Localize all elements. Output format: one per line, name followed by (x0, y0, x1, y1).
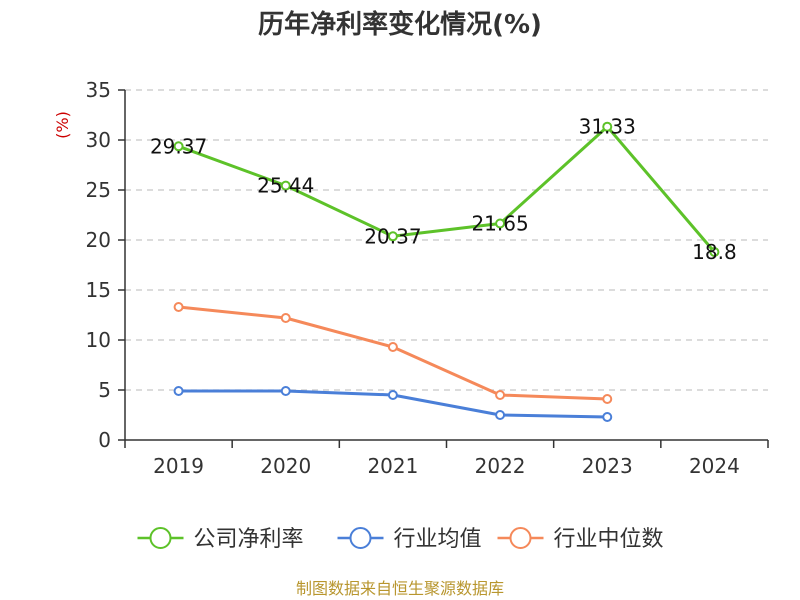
series-line-0 (177, 125, 716, 254)
data-label-2020: 25.44 (257, 174, 314, 198)
y-tick-label-30: 30 (86, 128, 111, 152)
series-0-point-2019 (173, 141, 184, 152)
data-label-2023: 31.33 (579, 115, 636, 139)
data-labels: 29.37 25.44 20.37 21.65 31.33 18.8 (150, 115, 737, 264)
y-tick-label-25: 25 (86, 178, 111, 202)
legend-item-0: 公司净利率 (137, 527, 304, 552)
series-1-point-2022 (495, 410, 506, 420)
axes: 0 5 10 15 20 25 30 35 2019 2020 2021 2022 2023 2024 (86, 78, 769, 478)
series-2-point-2023 (602, 394, 613, 404)
x-tick-label-2019: 2019 (153, 454, 204, 478)
x-tick-label-2021: 2021 (367, 454, 418, 478)
data-label-2024: 18.8 (692, 240, 737, 264)
series-1-point-2023 (602, 412, 613, 422)
series-1-point-2019 (173, 386, 184, 396)
legend-swatch-marker-2 (509, 527, 532, 549)
y-tick-label-0: 0 (98, 428, 111, 452)
legend-swatch-marker-0 (149, 527, 172, 549)
chart-title: 历年净利率变化情况(%) (258, 9, 542, 40)
y-tick-label-20: 20 (86, 228, 111, 252)
series-2-point-2021 (387, 342, 398, 352)
data-label-2021: 20.37 (364, 224, 421, 248)
series-2-point-2020 (280, 313, 291, 323)
data-label-2022: 21.65 (471, 212, 528, 236)
y-tick-label-35: 35 (86, 78, 111, 102)
y-axis-unit-label: (%) (53, 111, 72, 139)
legend: 公司净利率 行业均值 行业中位数 (137, 527, 664, 552)
x-tick-label-2023: 2023 (582, 454, 633, 478)
grid-lines (125, 89, 768, 391)
series-lines (173, 121, 720, 422)
x-tick-label-2022: 2022 (475, 454, 526, 478)
series-0-point-2021 (387, 231, 398, 242)
series-0-point-2023 (602, 121, 613, 132)
legend-label-0: 公司净利率 (194, 527, 304, 552)
series-1-point-2020 (280, 386, 291, 396)
series-0-point-2024 (709, 247, 720, 257)
y-tick-label-15: 15 (86, 278, 111, 302)
source-note: 制图数据来自恒生聚源数据库 (296, 579, 504, 598)
legend-swatch-marker-1 (349, 527, 372, 549)
y-tick-label-5: 5 (98, 378, 111, 402)
series-0-point-2022 (495, 218, 506, 229)
series-2-point-2019 (173, 302, 184, 312)
x-tick-label-2024: 2024 (689, 454, 740, 478)
legend-label-1: 行业均值 (394, 527, 482, 552)
y-tick-label-10: 10 (86, 328, 111, 352)
series-line-2 (177, 305, 609, 401)
series-2-point-2022 (495, 390, 506, 400)
series-1-point-2021 (387, 390, 398, 400)
legend-item-2: 行业中位数 (497, 527, 664, 552)
data-label-2019: 29.37 (150, 134, 207, 158)
x-tick-label-2020: 2020 (260, 454, 311, 478)
legend-label-2: 行业中位数 (554, 527, 664, 552)
series-0-point-2020 (280, 180, 291, 191)
legend-item-1: 行业均值 (337, 527, 482, 552)
